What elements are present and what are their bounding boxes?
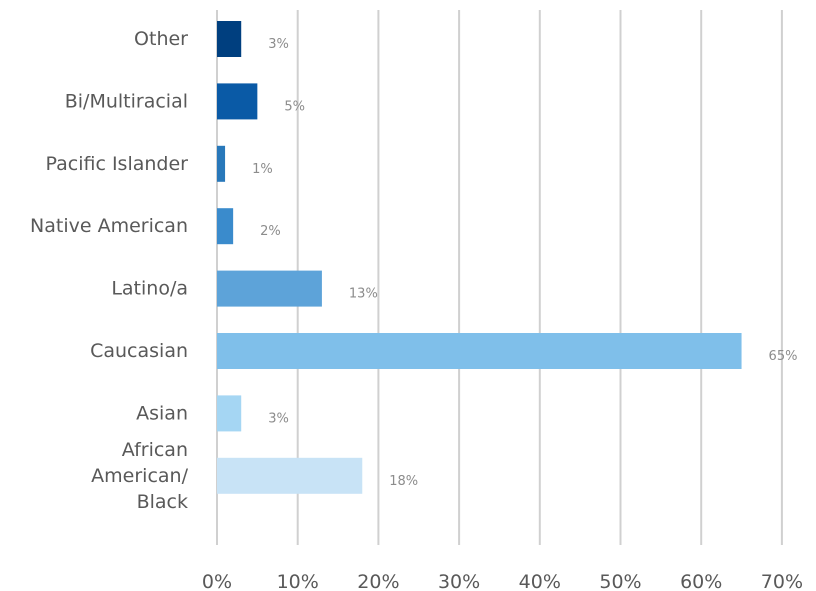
bar: [217, 333, 742, 369]
x-tick-label: 40%: [519, 571, 561, 591]
category-label: Native American: [30, 215, 188, 237]
data-label: 2%: [260, 224, 281, 239]
category-label: Latino/a: [111, 278, 188, 300]
x-tick-label: 60%: [680, 571, 722, 591]
data-label: 13%: [349, 287, 378, 302]
bar: [217, 270, 322, 307]
bar: [217, 21, 242, 57]
data-label: 3%: [268, 37, 289, 52]
data-labels: 3% 5% 1% 2% 13% 65% 3% 18%: [252, 37, 797, 489]
data-label: 5%: [284, 99, 305, 114]
bar: [217, 395, 242, 432]
data-label: 3%: [268, 411, 289, 426]
bar: [217, 208, 234, 245]
x-tick-label: 30%: [438, 571, 480, 591]
x-tick-label: 70%: [761, 571, 803, 591]
bar: [217, 457, 363, 494]
data-label: 18%: [389, 474, 418, 489]
x-axis-ticks: 0% 10% 20% 30% 40% 50% 60% 70%: [202, 571, 803, 591]
grid-lines: [216, 10, 783, 545]
x-tick-label: 10%: [277, 571, 319, 591]
category-label: Asian: [136, 402, 188, 424]
category-label: African American/Black: [91, 439, 188, 513]
x-tick-label: 0%: [202, 571, 232, 591]
x-tick-label: 20%: [357, 571, 399, 591]
category-label: Caucasian: [90, 340, 188, 362]
data-label: 1%: [252, 162, 273, 177]
bar: [217, 145, 226, 182]
category-labels: Other Bi/Multiracial Pacific Islander Nativ…: [30, 28, 189, 513]
bar: [217, 83, 258, 120]
category-label: Pacific Islander: [46, 153, 189, 175]
bars: [217, 21, 742, 494]
category-label: Bi/Multiracial: [65, 90, 188, 112]
data-label: 65%: [769, 349, 798, 364]
category-label: Other: [134, 28, 188, 50]
x-tick-label: 50%: [599, 571, 641, 591]
